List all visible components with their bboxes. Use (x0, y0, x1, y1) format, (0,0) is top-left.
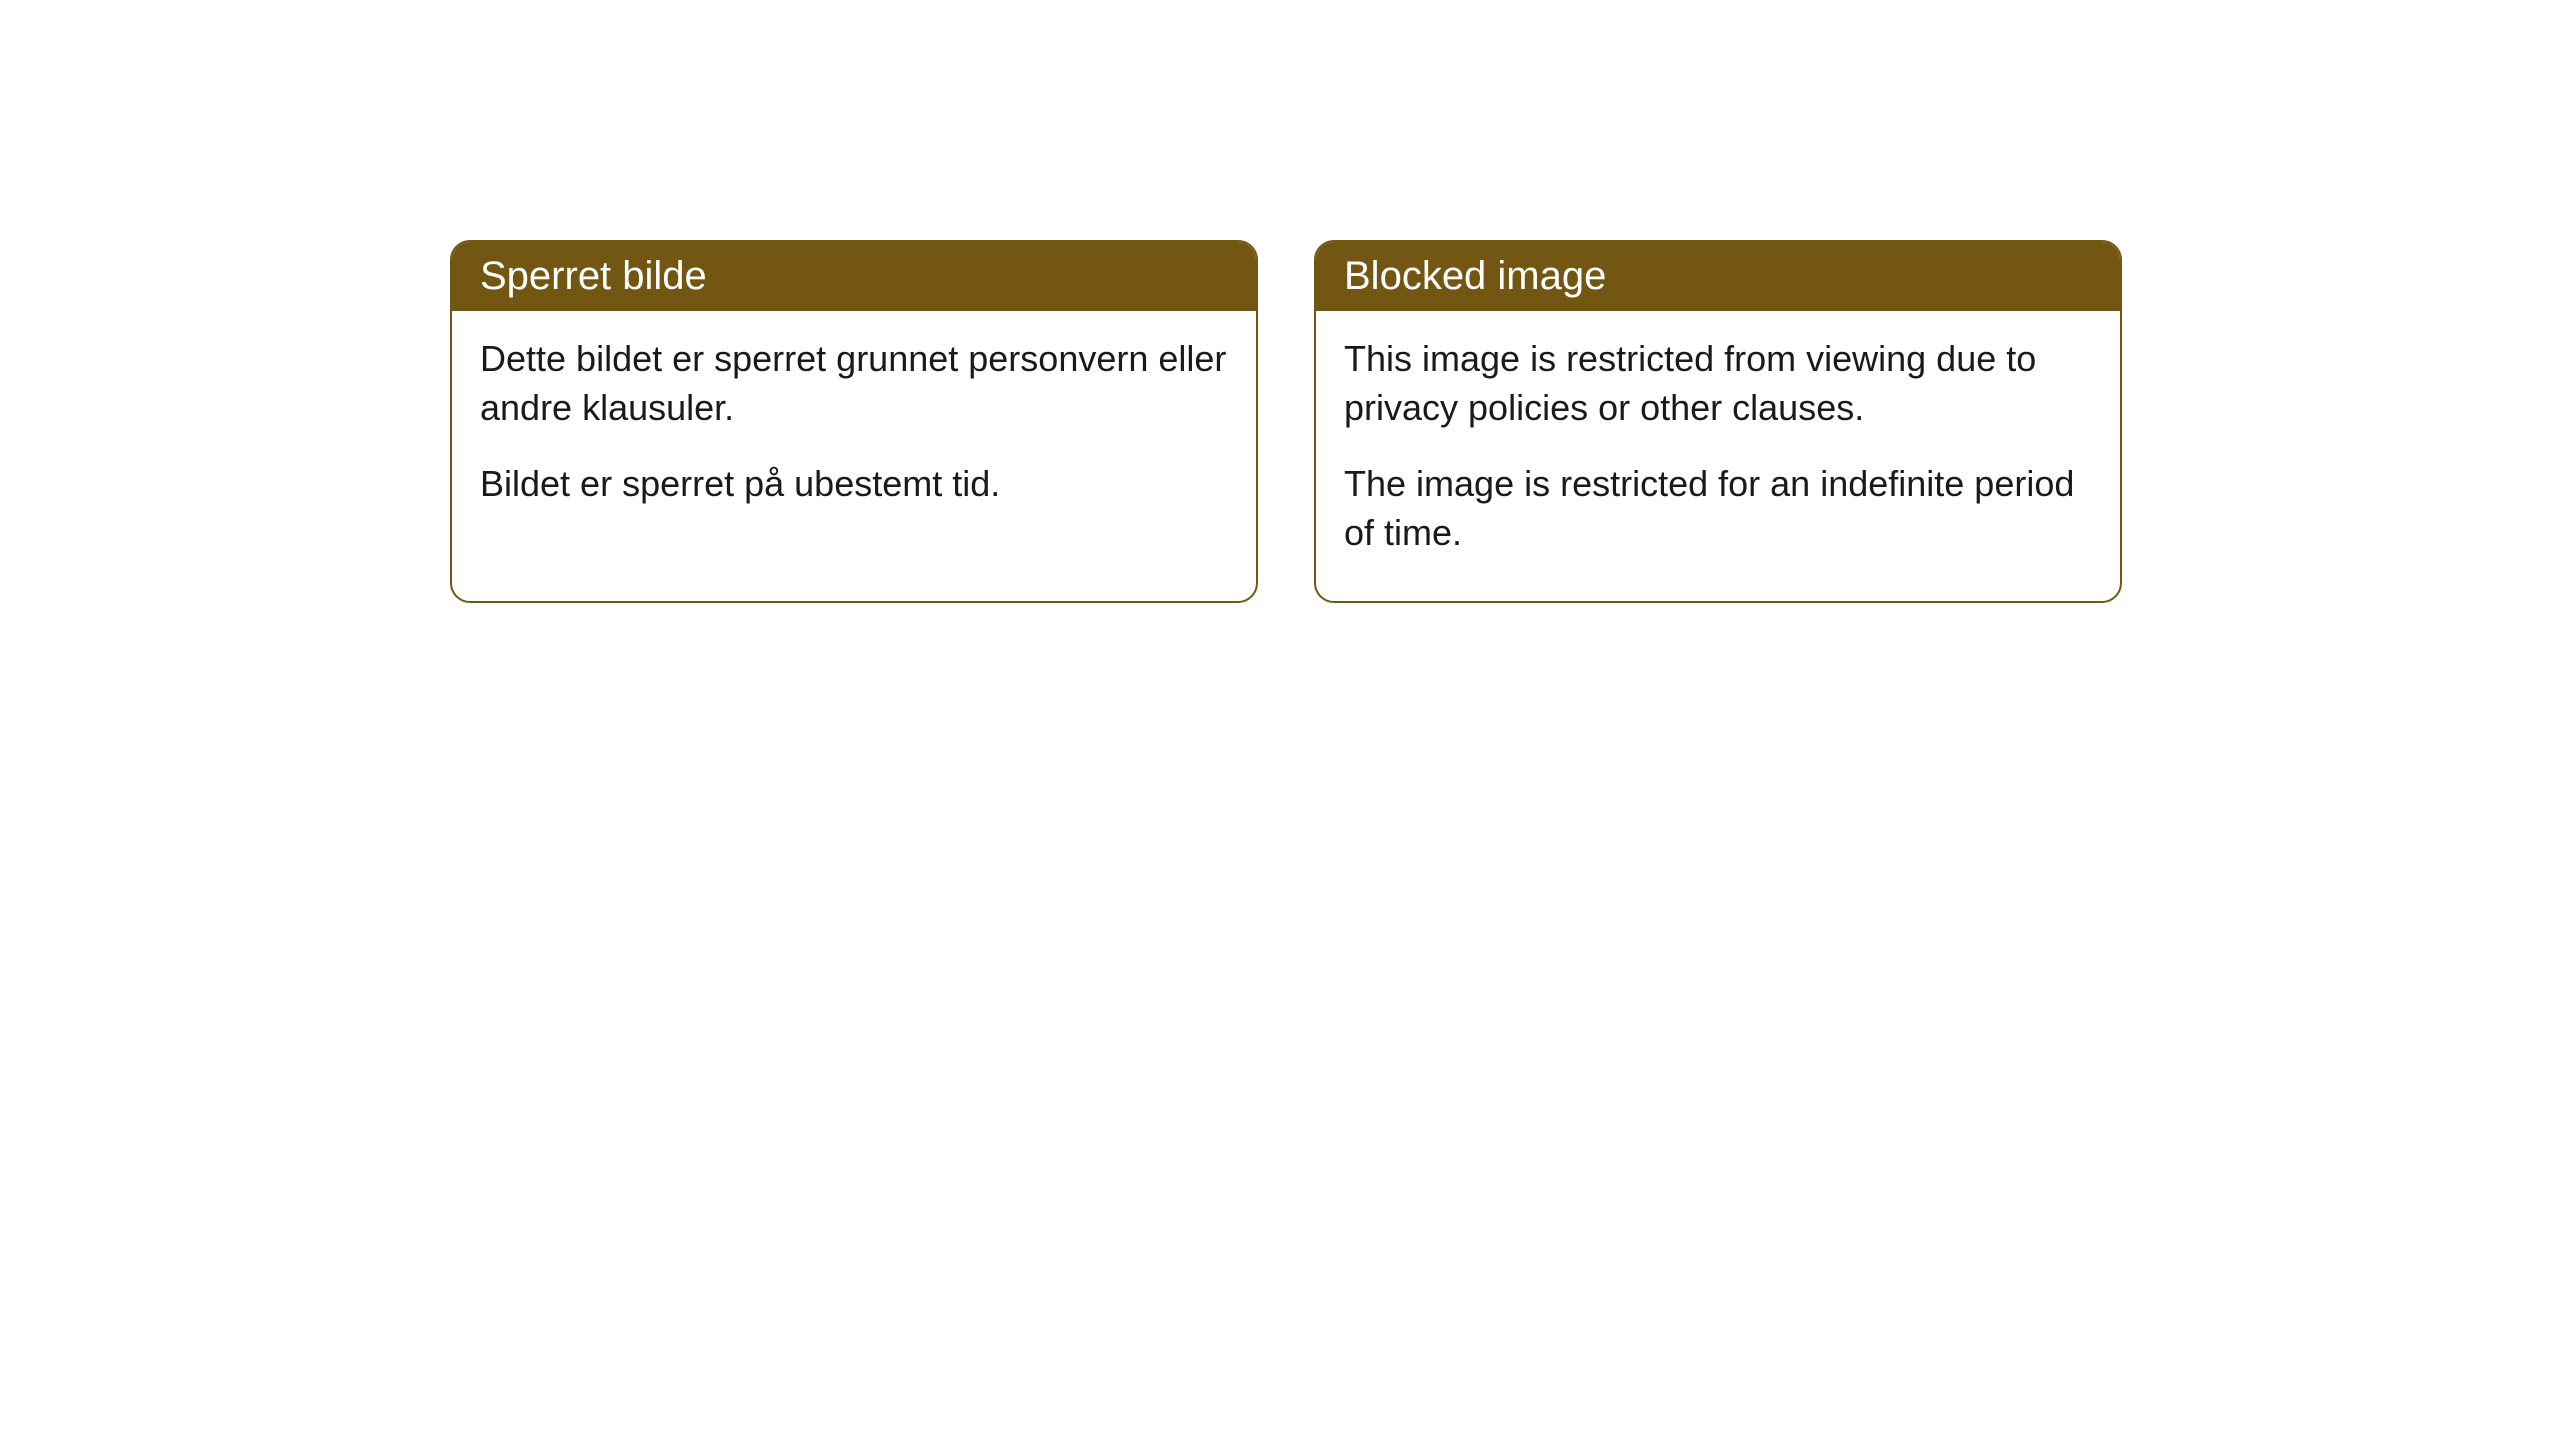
notice-cards-container: Sperret bilde Dette bildet er sperret gr… (0, 0, 2560, 603)
blocked-image-card-english: Blocked image This image is restricted f… (1314, 240, 2122, 603)
card-paragraph: Bildet er sperret på ubestemt tid. (480, 460, 1228, 509)
card-paragraph: This image is restricted from viewing du… (1344, 335, 2092, 432)
card-paragraph: The image is restricted for an indefinit… (1344, 460, 2092, 557)
card-header-english: Blocked image (1316, 242, 2120, 311)
card-header-norwegian: Sperret bilde (452, 242, 1256, 311)
card-body-english: This image is restricted from viewing du… (1316, 311, 2120, 601)
card-title: Sperret bilde (480, 254, 707, 298)
card-title: Blocked image (1344, 254, 1606, 298)
card-body-norwegian: Dette bildet er sperret grunnet personve… (452, 311, 1256, 553)
blocked-image-card-norwegian: Sperret bilde Dette bildet er sperret gr… (450, 240, 1258, 603)
card-paragraph: Dette bildet er sperret grunnet personve… (480, 335, 1228, 432)
